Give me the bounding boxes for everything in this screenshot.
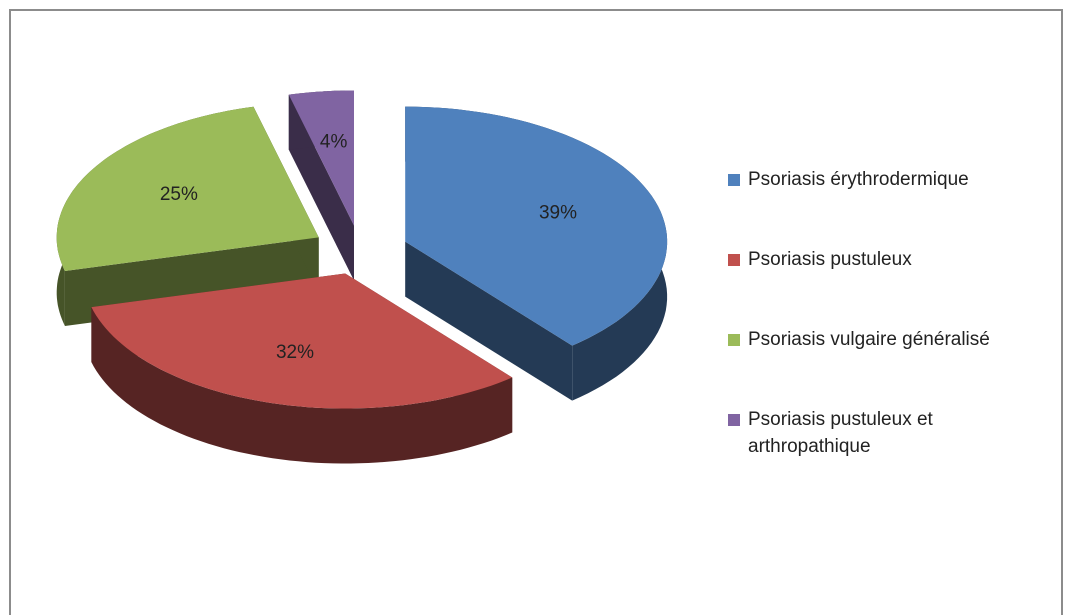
slice-side [91, 307, 513, 464]
legend: Psoriasis érythrodermique Psoriasis pustu… [728, 166, 1048, 513]
slice-group: 25% [56, 106, 319, 326]
legend-swatch [728, 334, 740, 346]
legend-swatch [728, 254, 740, 266]
slice-group: 39% [405, 106, 668, 401]
slice-group: 4% [288, 90, 354, 281]
legend-item: Psoriasis vulgaire généralisé [728, 326, 1068, 353]
slice [56, 106, 319, 271]
data-label: 32% [276, 342, 314, 363]
legend-item: Psoriasis pustuleux [728, 246, 1008, 273]
legend-label: Psoriasis vulgaire généralisé [748, 329, 990, 350]
legend-swatch [728, 414, 740, 426]
legend-label: Psoriasis érythrodermique [748, 169, 969, 190]
legend-label: Psoriasis pustuleux [748, 249, 912, 270]
data-label: 25% [160, 184, 198, 205]
slice [405, 106, 668, 346]
legend-item: Psoriasis pustuleux et arthropathique [728, 406, 1008, 460]
slice-group: 32% [91, 273, 513, 464]
data-label: 4% [320, 131, 348, 152]
slice [288, 90, 354, 226]
slice-wall [405, 241, 573, 401]
legend-swatch [728, 174, 740, 186]
legend-item: Psoriasis érythrodermique [728, 166, 1008, 193]
slice [91, 273, 513, 409]
legend-label: Psoriasis pustuleux et arthropathique [748, 409, 933, 457]
data-label: 39% [539, 202, 577, 223]
